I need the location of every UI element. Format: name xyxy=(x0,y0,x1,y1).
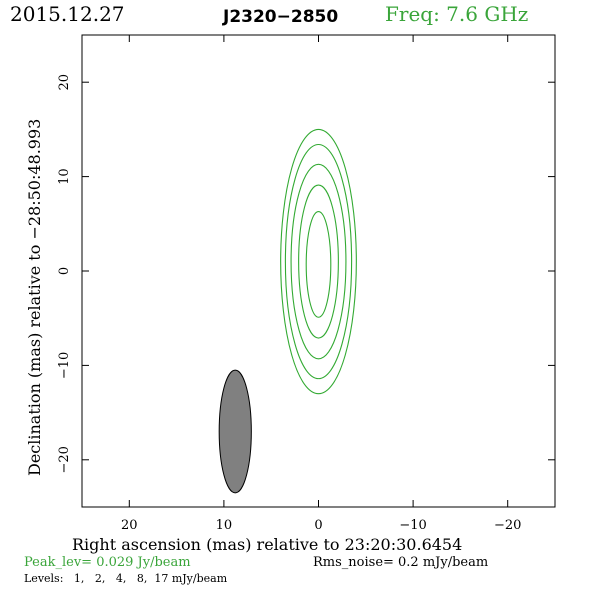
y-tick-label: 0 xyxy=(57,267,72,275)
x-tick-label: −20 xyxy=(494,518,521,533)
contour-level-17 xyxy=(305,210,332,318)
contour-level-2 xyxy=(284,143,353,380)
x-axis-label: Right ascension (mas) relative to 23:20:… xyxy=(72,535,462,554)
rms-noise: Rms_noise= 0.2 mJy/beam xyxy=(313,555,488,570)
peak-level: Peak_lev= 0.029 Jy/beam xyxy=(24,555,191,570)
source-name: J2320−2850 xyxy=(222,7,338,27)
x-tick-label: 20 xyxy=(121,518,138,533)
x-tick-label: 0 xyxy=(314,518,322,533)
plot-frame xyxy=(81,34,556,508)
beam-ellipse xyxy=(218,369,252,494)
y-tick-label: −10 xyxy=(57,352,72,379)
contour-levels: Levels: 1, 2, 4, 8, 17 mJy/beam xyxy=(24,572,228,585)
contour-level-8 xyxy=(298,184,339,339)
x-tick-label: −10 xyxy=(399,518,426,533)
y-tick-label: −20 xyxy=(57,446,72,473)
y-tick-label: 20 xyxy=(57,74,72,91)
frequency-label: Freq: 7.6 GHz xyxy=(385,2,528,26)
axis-ticks: 20 10 0 −10 −20 20 10 0 −10 −20 xyxy=(57,35,555,533)
y-axis-label: Declination (mas) relative to −28:50:48.… xyxy=(25,119,44,476)
contour-level-4 xyxy=(290,163,347,360)
contour-level-1 xyxy=(280,128,357,395)
beam-layer xyxy=(218,369,252,494)
y-tick-label: 10 xyxy=(57,168,72,185)
observation-date: 2015.12.27 xyxy=(10,2,125,26)
contour-lines xyxy=(280,128,357,395)
x-tick-label: 10 xyxy=(216,518,233,533)
